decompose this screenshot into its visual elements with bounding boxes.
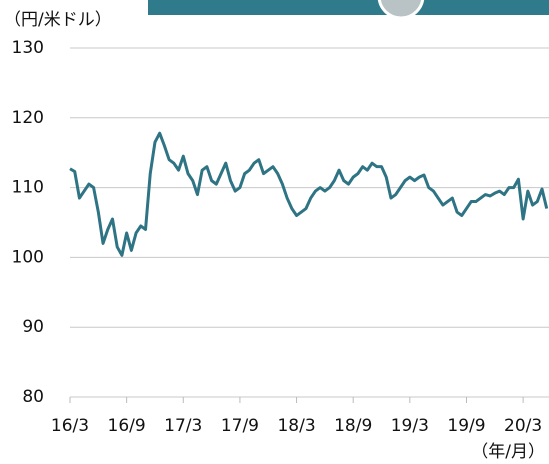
x-tick-label: 17/9 [221, 416, 259, 436]
y-tick-label: 130 [12, 38, 44, 58]
x-tick-label: 19/3 [391, 416, 429, 436]
y-tick-label: 120 [12, 108, 44, 128]
y-tick-label: 100 [12, 247, 44, 267]
x-tick-label: 20/3 [504, 416, 542, 436]
y-tick-label: 90 [22, 317, 44, 337]
y-tick-label: 110 [12, 178, 44, 198]
x-tick-label: 18/3 [277, 416, 315, 436]
x-tick-label: 17/3 [164, 416, 202, 436]
x-tick-label: 16/9 [108, 416, 146, 436]
x-axis-label: （年/月） [471, 442, 545, 462]
line-series [69, 131, 549, 257]
coin-icon [377, 0, 425, 20]
x-tick-label: 18/9 [334, 416, 372, 436]
y-axis-label: （円/米ドル） [4, 10, 112, 30]
x-tick-label: 16/3 [51, 416, 89, 436]
header-banner [148, 0, 549, 15]
x-tick-label: 19/9 [447, 416, 485, 436]
y-tick-label: 80 [22, 387, 44, 407]
